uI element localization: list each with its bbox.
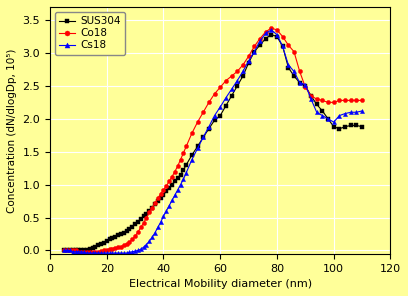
Line: SUS304: SUS304 — [62, 33, 364, 252]
Legend: SUS304, Co18, Cs18: SUS304, Co18, Cs18 — [55, 12, 125, 55]
Cs18 — [360, 109, 365, 113]
Cs18 — [62, 249, 67, 252]
SUS304 — [320, 109, 325, 113]
Co18 — [360, 99, 365, 102]
Co18 — [286, 43, 291, 47]
SUS304 — [79, 249, 84, 252]
Co18 — [62, 249, 67, 252]
Cs18 — [297, 81, 302, 84]
Co18 — [263, 30, 268, 34]
Cs18 — [263, 31, 268, 35]
Cs18 — [269, 28, 274, 32]
Line: Cs18: Cs18 — [62, 28, 364, 255]
Cs18 — [79, 250, 84, 254]
Cs18 — [326, 117, 330, 120]
SUS304 — [62, 249, 67, 252]
Cs18 — [280, 45, 285, 48]
SUS304 — [257, 43, 262, 47]
Co18 — [269, 26, 274, 30]
Co18 — [82, 250, 86, 254]
Co18 — [297, 70, 302, 73]
X-axis label: Electrical Mobility diameter (nm): Electrical Mobility diameter (nm) — [129, 279, 312, 289]
Co18 — [280, 35, 285, 38]
Cs18 — [84, 251, 89, 255]
SUS304 — [269, 33, 274, 36]
Co18 — [326, 101, 330, 104]
Line: Co18: Co18 — [62, 26, 364, 254]
SUS304 — [275, 35, 279, 38]
Cs18 — [286, 63, 291, 67]
SUS304 — [292, 74, 297, 78]
SUS304 — [360, 125, 365, 128]
SUS304 — [280, 45, 285, 48]
Co18 — [76, 250, 81, 254]
Y-axis label: Concentration (dN/dlogDp, 10⁵): Concentration (dN/dlogDp, 10⁵) — [7, 48, 17, 213]
